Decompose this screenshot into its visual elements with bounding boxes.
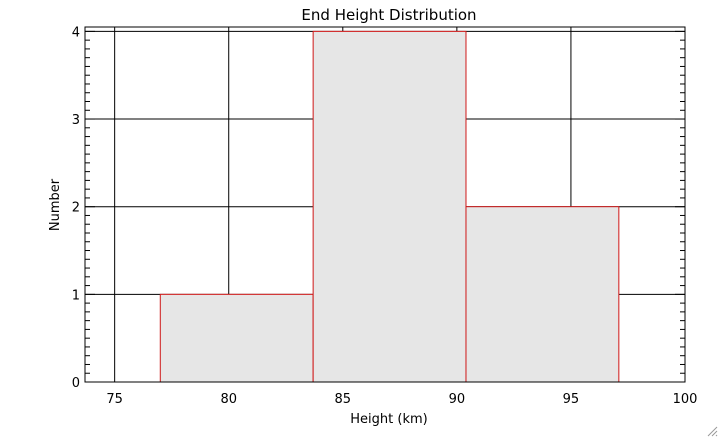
y-tick-label-2: 2 <box>72 201 80 216</box>
plot-frame <box>84 26 686 383</box>
x-tick-label-80: 80 <box>220 392 237 407</box>
y-tick-labels: 0 1 2 3 4 <box>72 25 80 391</box>
resize-grip-icon[interactable] <box>706 425 718 437</box>
x-tick-label-95: 95 <box>563 392 580 407</box>
y-axis-label: Number <box>48 178 63 231</box>
y-tick-label-0: 0 <box>72 376 80 391</box>
y-tick-label-3: 3 <box>72 113 80 128</box>
x-axis-label: Height (km) <box>350 412 427 427</box>
y-tick-label-1: 1 <box>72 288 80 303</box>
x-tick-label-90: 90 <box>449 392 466 407</box>
minor-tick-marks <box>85 30 685 383</box>
histogram-bar-1 <box>159 293 314 383</box>
x-tick-labels: 75 80 85 90 95 100 <box>106 392 697 407</box>
x-tick-label-100: 100 <box>673 392 698 407</box>
histogram-bars <box>159 30 620 383</box>
x-tick-label-85: 85 <box>335 392 352 407</box>
x-tick-label-75: 75 <box>106 392 123 407</box>
histogram-bar-3 <box>465 206 620 383</box>
y-tick-label-4: 4 <box>72 25 80 40</box>
chart-title: End Height Distribution <box>301 6 476 24</box>
histogram-bar-2 <box>312 30 467 383</box>
